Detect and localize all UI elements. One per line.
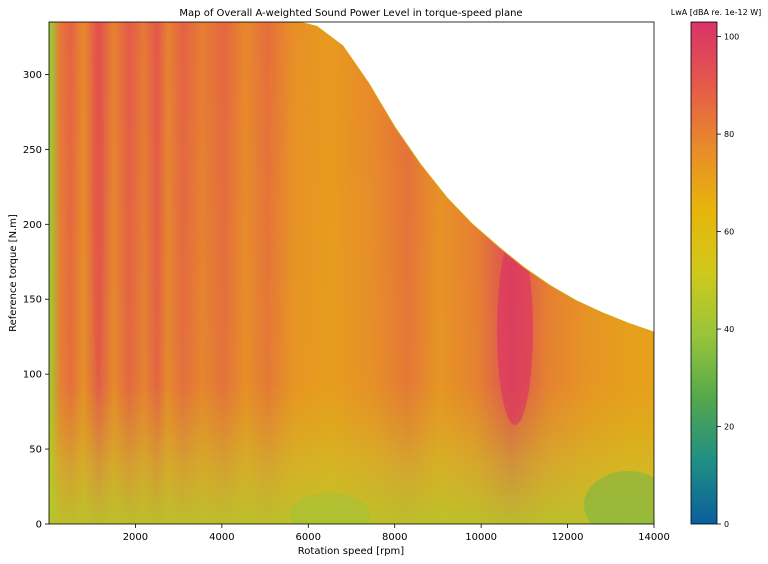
heatmap-hotspot-1100 bbox=[92, 22, 104, 380]
colorbar-tick-label: 20 bbox=[724, 423, 734, 432]
colorbar-tick-label: 0 bbox=[724, 520, 729, 529]
y-axis-label: Reference torque [N.m] bbox=[8, 214, 19, 332]
torque-limit-curve bbox=[49, 22, 654, 333]
colorbar-scale bbox=[690, 21, 718, 525]
x-tick-label: 2000 bbox=[123, 532, 148, 543]
x-tick-label: 14000 bbox=[638, 532, 670, 543]
colorbar: 0 20 40 60 80 100 LwA [dBA re. 1e-12 W] bbox=[671, 8, 762, 529]
colorbar-tick-label: 40 bbox=[724, 325, 734, 334]
colorbar-tick-label: 80 bbox=[724, 130, 734, 139]
y-tick-label: 0 bbox=[36, 520, 42, 531]
y-tick-label: 100 bbox=[23, 370, 42, 381]
y-tick-label: 50 bbox=[29, 445, 42, 456]
colorbar-ticks: 0 20 40 60 80 100 bbox=[717, 33, 739, 529]
x-tick-label: 4000 bbox=[209, 532, 234, 543]
x-tick-label: 10000 bbox=[465, 532, 497, 543]
heatmap-hotspot-10800 bbox=[497, 235, 533, 425]
x-axis-label: Rotation speed [rpm] bbox=[298, 546, 404, 557]
y-tick-label: 150 bbox=[23, 295, 42, 306]
x-tick-label: 12000 bbox=[552, 532, 584, 543]
chart-title: Map of Overall A-weighted Sound Power Le… bbox=[179, 8, 522, 19]
y-tick-label: 250 bbox=[23, 145, 42, 156]
plot-area bbox=[49, 22, 654, 524]
x-tick-label: 8000 bbox=[382, 532, 407, 543]
heatmap-low-torque-shading bbox=[49, 22, 654, 524]
y-tick-label: 200 bbox=[23, 220, 42, 231]
colorbar-label: LwA [dBA re. 1e-12 W] bbox=[671, 8, 762, 17]
colorbar-tick-label: 60 bbox=[724, 228, 734, 237]
heatmap-green-patch-13300 bbox=[584, 471, 654, 524]
plot-frame bbox=[48, 21, 655, 525]
y-tick-label: 300 bbox=[23, 70, 42, 81]
x-axis-ticks: 2000 4000 6000 8000 10000 12000 14000 bbox=[123, 524, 670, 543]
heatmap-green-patch-6500 bbox=[290, 493, 370, 524]
x-tick-label: 6000 bbox=[296, 532, 321, 543]
y-axis-ticks: 0 50 100 150 200 250 300 bbox=[23, 70, 49, 531]
colorbar-tick-label: 100 bbox=[724, 33, 739, 42]
